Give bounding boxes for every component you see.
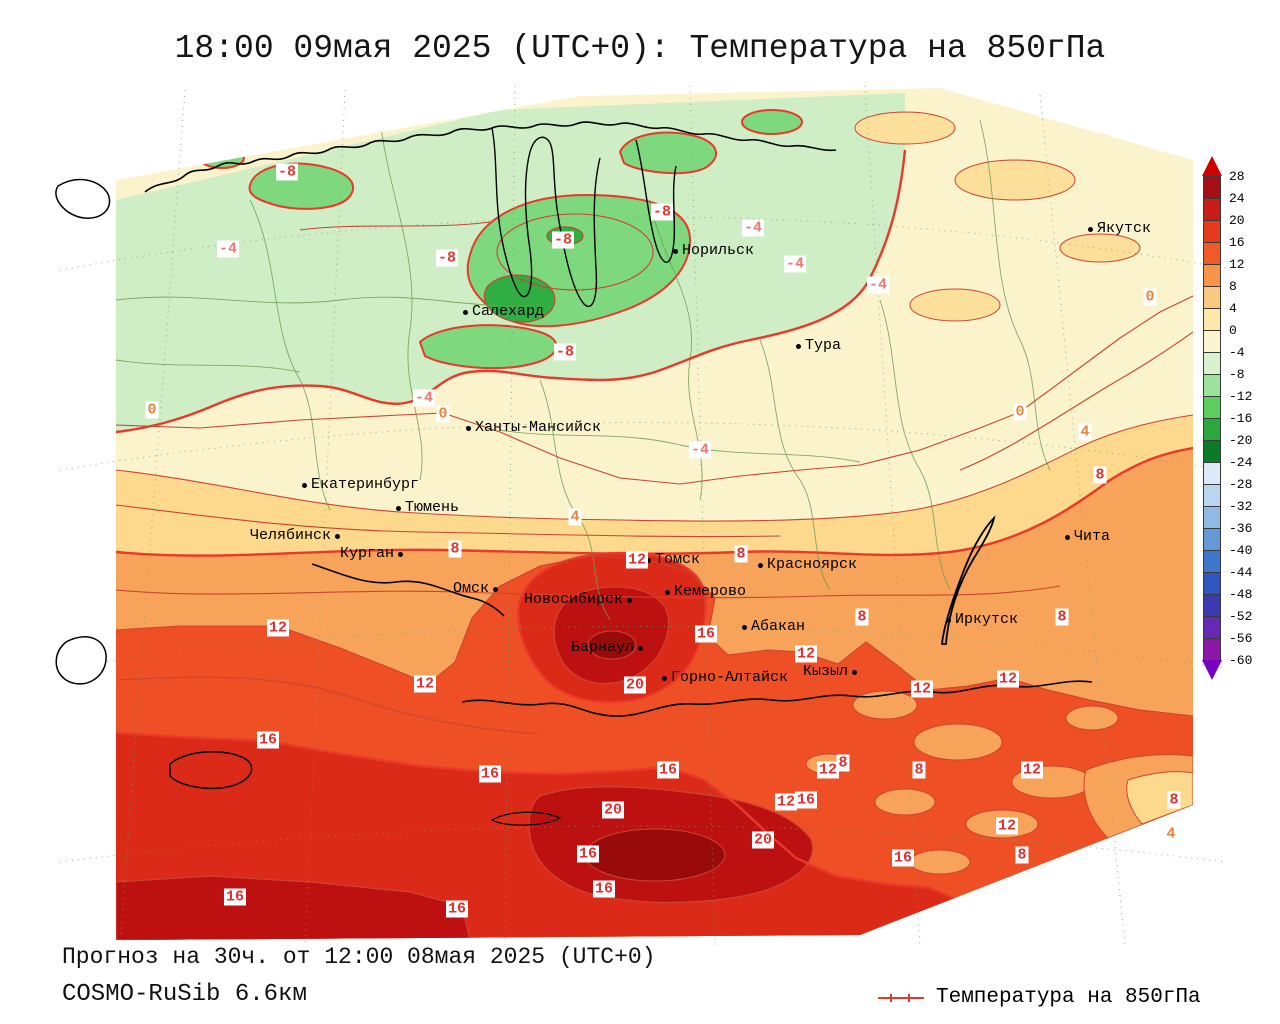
colorbar-tick-label: 12 — [1229, 257, 1245, 272]
lake-baikal — [941, 515, 996, 645]
colorbar-segment — [1203, 176, 1221, 199]
colorbar-segment — [1203, 418, 1221, 441]
colorbar-segment — [1203, 440, 1221, 463]
colorbar-tick-label: -60 — [1229, 653, 1253, 668]
colorbar-segment — [1203, 506, 1221, 529]
colorbar-segment — [1203, 242, 1221, 265]
colorbar-tick-label: 16 — [1229, 235, 1245, 250]
colorbar-segment — [1203, 638, 1221, 661]
contour-line-8 — [116, 446, 1193, 557]
colorbar-arrow-up — [1202, 156, 1222, 176]
coast-shape-left-bottom — [55, 636, 107, 685]
temperature-colorbar: 28 24 20 16 12 8 4 0 -4 -8 -12 -16 -20 -24 -28 -32 -36 -4… — [1202, 156, 1273, 701]
legend-line-tick — [890, 993, 892, 1002]
outside-geography-layer — [55, 178, 111, 685]
colorbar-segment — [1203, 198, 1221, 221]
forecast-info-line: Прогноз на 30ч. от 12:00 08мая 2025 (UTC… — [62, 944, 656, 970]
isotherm-line-sample — [878, 993, 924, 1002]
arctic-coastline — [144, 121, 837, 193]
colorbar-tick-label: -32 — [1229, 499, 1253, 514]
colorbar-segment — [1203, 264, 1221, 287]
map-title: 18:00 09мая 2025 (UTC+0): Температура на… — [174, 30, 1106, 67]
colorbar-segment — [1203, 616, 1221, 639]
colorbar-tick-label: -44 — [1229, 565, 1253, 580]
model-info-line: COSMO-RuSib 6.6км — [62, 981, 307, 1008]
colorbar-segment — [1203, 528, 1221, 551]
ob-taz-estuaries — [491, 127, 601, 307]
colorbar-segment — [1203, 396, 1221, 419]
colorbar-tick-label: -40 — [1229, 543, 1253, 558]
colorbar-tick-label: 8 — [1229, 279, 1237, 294]
colorbar-segment — [1203, 220, 1221, 243]
yenisei-gulf — [635, 139, 677, 263]
contour-line-4 — [116, 414, 1193, 522]
lake-southwest — [169, 751, 253, 790]
state-border-west — [311, 563, 505, 617]
colorbar-tick-label: -36 — [1229, 521, 1253, 536]
colorbar-tick-label: -4 — [1229, 345, 1245, 360]
legend-line-tick — [908, 993, 910, 1002]
contour-line-minus4 — [116, 149, 907, 434]
colorbar-tick-label: 4 — [1229, 301, 1237, 316]
state-border-south — [461, 680, 1093, 717]
colorbar-tick-label: -20 — [1229, 433, 1253, 448]
colorbar-tick-label: -16 — [1229, 411, 1253, 426]
colorbar-tick-label: 28 — [1229, 169, 1245, 184]
colorbar-tick-label: -28 — [1229, 477, 1253, 492]
colorbar-segment — [1203, 484, 1221, 507]
colorbar-tick-label: -52 — [1229, 609, 1253, 624]
colorbar-tick-label: -56 — [1229, 631, 1253, 646]
colorbar-segment — [1203, 308, 1221, 331]
legend: Температура на 850гПа — [878, 986, 1201, 1009]
colorbar-tick-label: 24 — [1229, 191, 1245, 206]
coast-shape-left-top — [55, 178, 111, 219]
colorbar-tick-label: -8 — [1229, 367, 1245, 382]
colorbar-arrow-down — [1202, 660, 1222, 680]
colorbar-segment — [1203, 462, 1221, 485]
colorbar-tick-label: -48 — [1229, 587, 1253, 602]
colorbar-segment — [1203, 330, 1221, 353]
temperature-fill-layer — [116, 88, 1193, 940]
lake-zaysan — [490, 811, 562, 826]
colorbar-segment — [1203, 572, 1221, 595]
colorbar-tick-label: 20 — [1229, 213, 1245, 228]
colorbar-tick-label: -24 — [1229, 455, 1253, 470]
legend-label: Температура на 850гПа — [936, 986, 1201, 1009]
contour-lines-layer — [116, 149, 1193, 904]
admin-boundaries-layer — [116, 119, 1051, 621]
colorbar-tick-label: -12 — [1229, 389, 1253, 404]
colorbar-segment — [1203, 374, 1221, 397]
contour-line-0 — [116, 295, 1193, 485]
colorbar-segment — [1203, 594, 1221, 617]
graticule-layer — [59, 85, 1226, 946]
colorbar-segment — [1203, 286, 1221, 309]
colorbar-segment — [1203, 550, 1221, 573]
colorbar-tick-label: 0 — [1229, 323, 1237, 338]
colorbar-segment — [1203, 352, 1221, 375]
geography-layer — [144, 121, 1093, 826]
